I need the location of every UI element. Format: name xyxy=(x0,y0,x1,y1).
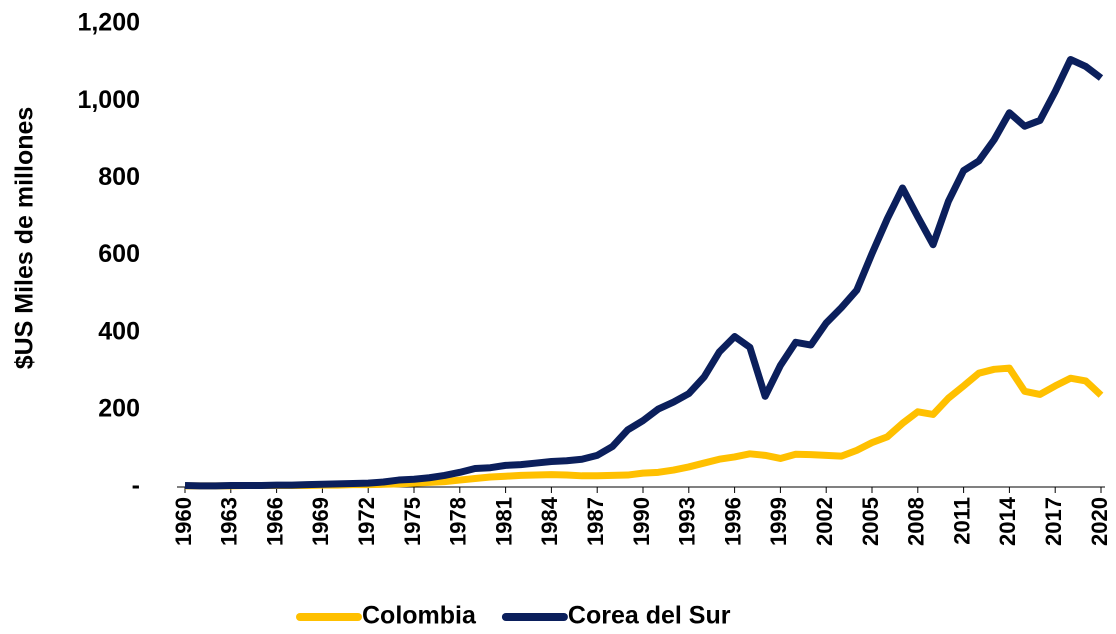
x-tick-label: 2020 xyxy=(1087,497,1112,546)
x-tick-label: 1966 xyxy=(262,497,287,546)
x-tick-label: 1993 xyxy=(675,497,700,546)
x-tick-label: 1990 xyxy=(629,497,654,546)
x-tick-label: 1978 xyxy=(446,497,471,546)
y-axis-label: $US Miles de millones xyxy=(11,107,39,370)
x-tick-label: 1972 xyxy=(354,497,379,546)
x-tick-label: 1963 xyxy=(217,497,242,546)
legend-label: Corea del Sur xyxy=(568,602,731,630)
y-tick-label: 800 xyxy=(98,163,140,191)
x-tick-label: 2014 xyxy=(995,496,1020,546)
x-tick-label: 2017 xyxy=(1041,497,1066,546)
y-tick-label: 400 xyxy=(98,317,140,345)
x-tick-label: 2008 xyxy=(904,497,929,546)
x-tick-label: 2002 xyxy=(812,497,837,546)
y-tick-label: - xyxy=(132,472,140,500)
x-tick-label: 1984 xyxy=(537,496,562,546)
x-tick-label: 1975 xyxy=(400,497,425,546)
y-tick-label: 600 xyxy=(98,240,140,268)
y-tick-label: 200 xyxy=(98,394,140,422)
x-tick-label: 2011 xyxy=(949,497,974,545)
x-tick-label: 1969 xyxy=(308,497,333,546)
y-tick-label: 1,200 xyxy=(77,9,140,37)
x-tick-label: 1996 xyxy=(720,497,745,546)
y-tick-label: 1,000 xyxy=(77,86,140,114)
x-tick-label: 1981 xyxy=(491,497,516,546)
series-line xyxy=(185,364,1104,490)
series-line xyxy=(184,55,1104,490)
x-tick-label: 1960 xyxy=(171,497,196,546)
x-tick-label: 1987 xyxy=(583,497,608,546)
x-tick-label: 1999 xyxy=(766,497,791,546)
legend-label: Colombia xyxy=(362,602,477,630)
x-tick-label: 2005 xyxy=(858,497,883,546)
